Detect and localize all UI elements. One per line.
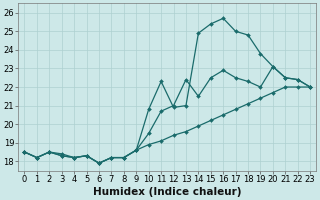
X-axis label: Humidex (Indice chaleur): Humidex (Indice chaleur) (93, 187, 242, 197)
